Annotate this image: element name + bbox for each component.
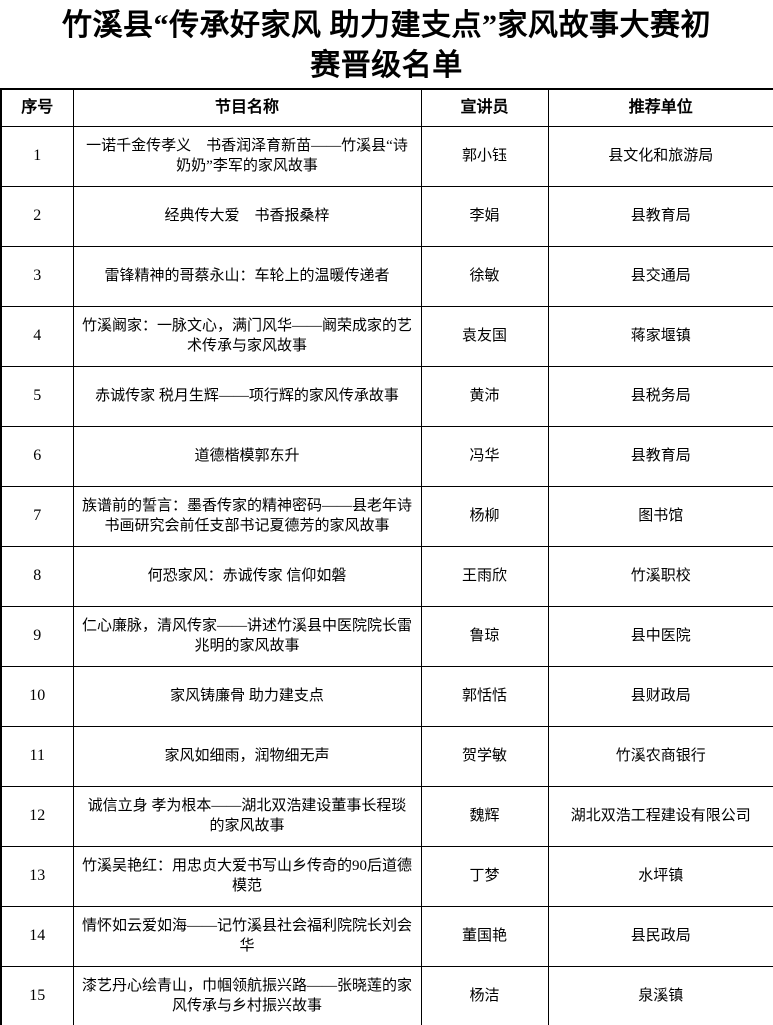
cell-recommending-unit: 县文化和旅游局 <box>547 126 773 188</box>
cell-speaker-name: 魏辉 <box>420 786 549 848</box>
table-row: 15 漆艺丹心绘青山，巾帼领航振兴路——张晓莲的家风传承与乡村振兴故事 杨洁 泉溪镇 <box>0 966 773 1025</box>
table-row: 4 竹溪阚家：一脉文心，满门风华——阚荣成家的艺术传承与家风故事 袁友国 蒋家堰镇 <box>0 306 773 368</box>
cell-program-name: 漆艺丹心绘青山，巾帼领航振兴路——张晓莲的家风传承与乡村振兴故事 <box>72 966 422 1025</box>
cell-recommending-unit: 蒋家堰镇 <box>547 306 773 368</box>
cell-speaker-name: 董国艳 <box>420 906 549 968</box>
cell-speaker-name: 杨柳 <box>420 486 549 548</box>
cell-speaker-name: 贺学敏 <box>420 726 549 788</box>
cell-program-name: 仁心廉脉，清风传家——讲述竹溪县中医院院长雷兆明的家风故事 <box>72 606 422 668</box>
table-row: 11 家风如细雨，润物细无声 贺学敏 竹溪农商银行 <box>0 726 773 788</box>
header-recommending-unit: 推荐单位 <box>547 88 773 128</box>
cell-serial-number: 3 <box>0 246 74 308</box>
cell-serial-number: 9 <box>0 606 74 668</box>
cell-program-name: 情怀如云爱如海——记竹溪县社会福利院院长刘会华 <box>72 906 422 968</box>
table-row: 8 何恐家风：赤诚传家 信仰如磐 王雨欣 竹溪职校 <box>0 546 773 608</box>
cell-serial-number: 4 <box>0 306 74 368</box>
table-row: 5 赤诚传家 税月生辉——项行辉的家风传承故事 黄沛 县税务局 <box>0 366 773 428</box>
table-row: 3 雷锋精神的哥蔡永山：车轮上的温暖传递者 徐敏 县交通局 <box>0 246 773 308</box>
cell-recommending-unit: 县教育局 <box>547 186 773 248</box>
cell-serial-number: 1 <box>0 126 74 188</box>
cell-program-name: 雷锋精神的哥蔡永山：车轮上的温暖传递者 <box>72 246 422 308</box>
table-row: 13 竹溪吴艳红：用忠贞大爱书写山乡传奇的90后道德模范 丁梦 水坪镇 <box>0 846 773 908</box>
cell-program-name: 何恐家风：赤诚传家 信仰如磐 <box>72 546 422 608</box>
cell-recommending-unit: 竹溪职校 <box>547 546 773 608</box>
cell-recommending-unit: 泉溪镇 <box>547 966 773 1025</box>
cell-speaker-name: 黄沛 <box>420 366 549 428</box>
cell-recommending-unit: 县交通局 <box>547 246 773 308</box>
cell-speaker-name: 杨洁 <box>420 966 549 1025</box>
cell-serial-number: 2 <box>0 186 74 248</box>
page-title-line2: 赛晋级名单 <box>310 48 463 82</box>
table-header: 序号 节目名称 宣讲员 推荐单位 <box>0 88 773 128</box>
cell-speaker-name: 李娟 <box>420 186 549 248</box>
cell-serial-number: 6 <box>0 426 74 488</box>
cell-program-name: 道德楷模郭东升 <box>72 426 422 488</box>
cell-program-name: 一诺千金传孝义 书香润泽育新苗——竹溪县“诗奶奶”李军的家风故事 <box>72 126 422 188</box>
cell-speaker-name: 鲁琼 <box>420 606 549 668</box>
cell-recommending-unit: 湖北双浩工程建设有限公司 <box>547 786 773 848</box>
cell-recommending-unit: 县税务局 <box>547 366 773 428</box>
cell-recommending-unit: 县教育局 <box>547 426 773 488</box>
cell-serial-number: 10 <box>0 666 74 728</box>
header-program-name: 节目名称 <box>72 88 422 128</box>
cell-program-name: 诚信立身 孝为根本——湖北双浩建设董事长程琰的家风故事 <box>72 786 422 848</box>
cell-serial-number: 7 <box>0 486 74 548</box>
cell-recommending-unit: 县财政局 <box>547 666 773 728</box>
cell-program-name: 竹溪阚家：一脉文心，满门风华——阚荣成家的艺术传承与家风故事 <box>72 306 422 368</box>
table-row: 12 诚信立身 孝为根本——湖北双浩建设董事长程琰的家风故事 魏辉 湖北双浩工程建设有… <box>0 786 773 848</box>
cell-speaker-name: 郭小钰 <box>420 126 549 188</box>
cell-speaker-name: 丁梦 <box>420 846 549 908</box>
cell-serial-number: 8 <box>0 546 74 608</box>
roster-table: 序号 节目名称 宣讲员 推荐单位 1 一诺千金传孝义 书香润泽育新苗——竹溪县“诗… <box>0 87 773 1025</box>
cell-serial-number: 11 <box>0 726 74 788</box>
cell-speaker-name: 郭恬恬 <box>420 666 549 728</box>
cell-serial-number: 5 <box>0 366 74 428</box>
table-row: 1 一诺千金传孝义 书香润泽育新苗——竹溪县“诗奶奶”李军的家风故事 郭小钰 县文化和… <box>0 126 773 188</box>
table-row: 10 家风铸廉骨 助力建支点 郭恬恬 县财政局 <box>0 666 773 728</box>
cell-recommending-unit: 水坪镇 <box>547 846 773 908</box>
cell-recommending-unit: 竹溪农商银行 <box>547 726 773 788</box>
cell-program-name: 竹溪吴艳红：用忠贞大爱书写山乡传奇的90后道德模范 <box>72 846 422 908</box>
cell-program-name: 族谱前的誓言：墨香传家的精神密码——县老年诗书画研究会前任支部书记夏德芳的家风故… <box>72 486 422 548</box>
cell-program-name: 经典传大爱 书香报桑梓 <box>72 186 422 248</box>
cell-recommending-unit: 县中医院 <box>547 606 773 668</box>
header-row: 序号 节目名称 宣讲员 推荐单位 <box>0 88 773 128</box>
cell-serial-number: 12 <box>0 786 74 848</box>
table-body: 1 一诺千金传孝义 书香润泽育新苗——竹溪县“诗奶奶”李军的家风故事 郭小钰 县文化和… <box>0 126 773 1025</box>
table-row: 6 道德楷模郭东升 冯华 县教育局 <box>0 426 773 488</box>
header-speaker: 宣讲员 <box>420 88 549 128</box>
cell-recommending-unit: 图书馆 <box>547 486 773 548</box>
table-row: 9 仁心廉脉，清风传家——讲述竹溪县中医院院长雷兆明的家风故事 鲁琼 县中医院 <box>0 606 773 668</box>
cell-serial-number: 14 <box>0 906 74 968</box>
cell-program-name: 家风铸廉骨 助力建支点 <box>72 666 422 728</box>
cell-serial-number: 15 <box>0 966 74 1025</box>
cell-speaker-name: 王雨欣 <box>420 546 549 608</box>
cell-serial-number: 13 <box>0 846 74 908</box>
table-row: 2 经典传大爱 书香报桑梓 李娟 县教育局 <box>0 186 773 248</box>
cell-program-name: 家风如细雨，润物细无声 <box>72 726 422 788</box>
cell-speaker-name: 袁友国 <box>420 306 549 368</box>
cell-speaker-name: 徐敏 <box>420 246 549 308</box>
table-row: 14 情怀如云爱如海——记竹溪县社会福利院院长刘会华 董国艳 县民政局 <box>0 906 773 968</box>
page-title: 竹溪县“传承好家风 助力建支点”家风故事大赛初 赛晋级名单 <box>0 0 773 88</box>
table-row: 7 族谱前的誓言：墨香传家的精神密码——县老年诗书画研究会前任支部书记夏德芳的家风… <box>0 486 773 548</box>
header-serial-number: 序号 <box>0 88 74 128</box>
page-title-line1: 竹溪县“传承好家风 助力建支点”家风故事大赛初 <box>62 9 711 42</box>
cell-speaker-name: 冯华 <box>420 426 549 488</box>
cell-recommending-unit: 县民政局 <box>547 906 773 968</box>
cell-program-name: 赤诚传家 税月生辉——项行辉的家风传承故事 <box>72 366 422 428</box>
